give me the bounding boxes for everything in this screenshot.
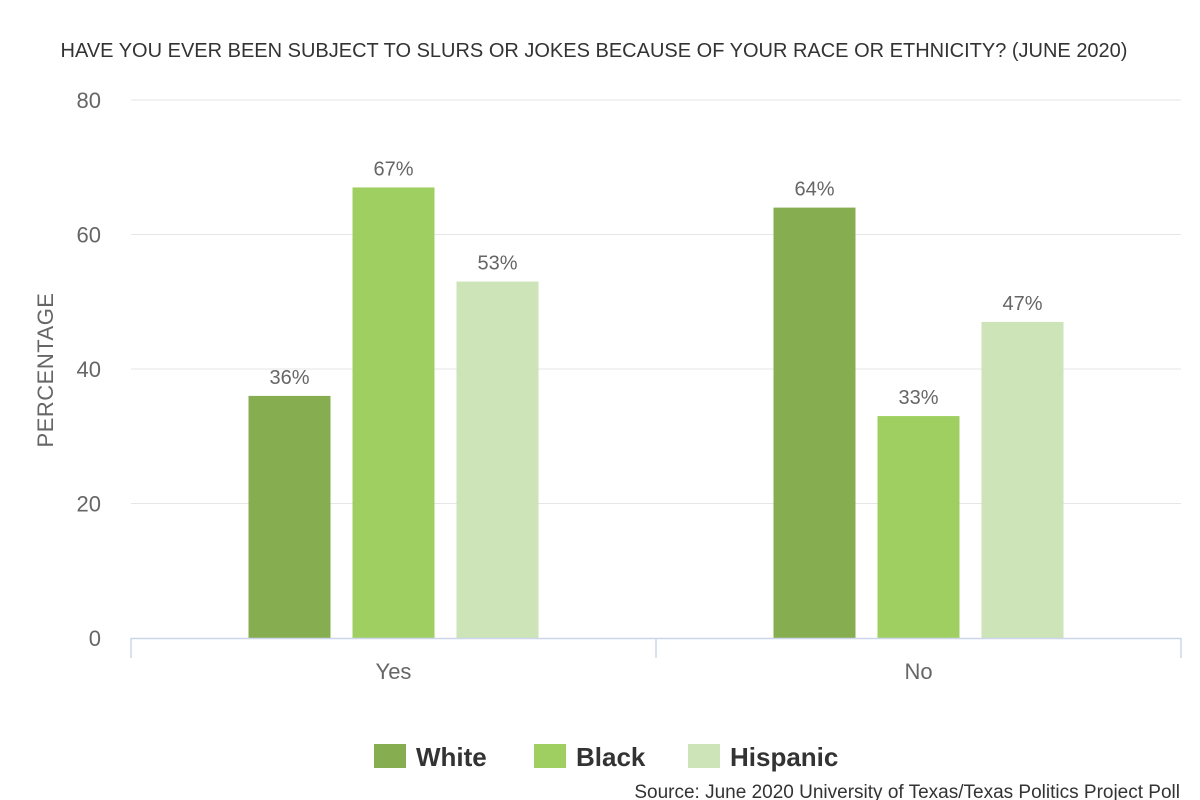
x-axis-ticks: Yes No [130, 638, 1182, 684]
y-tick-label: 0 [89, 626, 101, 651]
legend-label-white: White [416, 742, 487, 772]
y-tick-label: 80 [77, 88, 101, 113]
data-label: 64% [794, 179, 834, 201]
y-tick-label: 60 [77, 223, 101, 248]
data-label: 33% [898, 387, 938, 409]
x-tick-label: No [904, 659, 932, 684]
data-label: 53% [477, 253, 517, 275]
x-tick-label: Yes [376, 659, 412, 684]
legend-swatch-black [534, 744, 566, 768]
bar-hispanic-yes [456, 281, 539, 638]
bar-white-yes [248, 395, 331, 638]
legend-swatch-hispanic [688, 744, 720, 768]
data-label: 47% [1002, 293, 1042, 315]
bar-white-no [773, 207, 856, 638]
bars [248, 187, 1064, 639]
y-axis-title: PERCENTAGE [33, 293, 58, 448]
legend-label-black: Black [576, 742, 646, 772]
legend-swatch-white [374, 744, 406, 768]
legend-label-hispanic: Hispanic [730, 742, 838, 772]
source-credit: Source: June 2020 University of Texas/Te… [634, 782, 1180, 800]
chart-title: HAVE YOU EVER BEEN SUBJECT TO SLURS OR J… [61, 40, 1128, 62]
bar-black-yes [352, 187, 435, 639]
y-axis-ticks: 0 20 40 60 80 [77, 88, 101, 651]
data-label: 36% [269, 367, 309, 389]
bar-black-no [877, 416, 960, 638]
bar-hispanic-no [981, 321, 1064, 638]
y-tick-label: 20 [77, 492, 101, 517]
y-tick-label: 40 [77, 357, 101, 382]
data-labels: 36% 67% 53% 64% 33% 47% [269, 158, 1042, 409]
legend: White Black Hispanic [374, 742, 838, 772]
data-label: 67% [373, 158, 413, 180]
